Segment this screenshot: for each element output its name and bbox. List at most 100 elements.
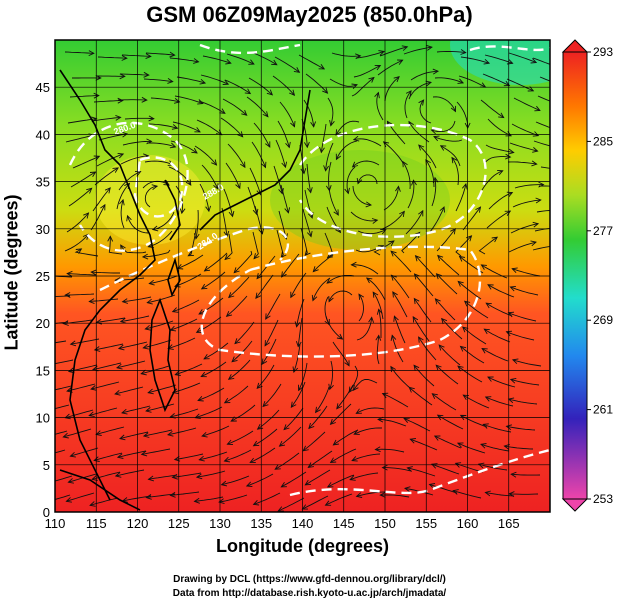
streamline	[511, 473, 541, 476]
coast-philippines	[149, 297, 176, 413]
streamline	[65, 293, 95, 296]
streamline	[484, 328, 511, 343]
streamline	[481, 170, 503, 191]
streamline-arrowhead	[381, 464, 388, 471]
streamline	[196, 470, 226, 478]
streamline-arrowhead	[120, 244, 126, 251]
streamline	[297, 317, 303, 347]
streamline-arrowhead	[285, 141, 291, 149]
streamline	[351, 453, 381, 462]
x-tick-label: 155	[415, 516, 437, 531]
streamline	[485, 396, 514, 407]
streamline	[275, 139, 286, 168]
streamline-arrowhead	[312, 266, 319, 273]
streamline	[195, 209, 199, 239]
y-tick-label: 30	[36, 222, 50, 237]
streamline-arrowhead	[148, 115, 155, 122]
streamline-arrowhead	[89, 171, 97, 177]
streamline-arrowhead	[457, 365, 464, 372]
streamline-arrowhead	[531, 160, 538, 167]
streamline-arrowhead	[379, 492, 386, 498]
streamline	[55, 321, 69, 324]
streamline-arrowhead	[169, 142, 177, 149]
coast-borneo	[59, 469, 141, 511]
streamline	[65, 134, 95, 143]
streamline-arrowhead	[198, 309, 205, 315]
streamline-arrowhead	[306, 231, 313, 238]
streamline	[331, 52, 361, 57]
streamline	[431, 120, 456, 133]
streamline-arrowhead	[315, 406, 321, 414]
streamline-arrowhead	[310, 121, 317, 128]
streamline	[224, 233, 233, 260]
streamline-arrowhead	[283, 424, 290, 431]
streamline-arrowhead	[353, 429, 360, 435]
temperature-contours	[68, 43, 550, 497]
streamline-arrowhead	[304, 479, 311, 486]
streamline-arrowhead	[91, 475, 98, 481]
streamline	[198, 100, 226, 114]
streamline	[462, 206, 481, 231]
streamline-arrowhead	[265, 313, 271, 320]
streamline	[440, 145, 461, 167]
streamline-arrowhead	[435, 364, 442, 371]
streamline	[281, 471, 307, 488]
streamline-arrowhead	[107, 235, 114, 242]
streamline	[354, 427, 383, 435]
streamline-arrowhead	[256, 273, 263, 280]
streamline-arrowhead	[194, 127, 201, 133]
streamline	[353, 138, 382, 147]
streamline	[170, 408, 199, 418]
streamline-arrowhead	[173, 98, 181, 104]
streamline	[351, 264, 379, 275]
streamline	[272, 75, 295, 96]
streamline-arrowhead	[64, 292, 71, 298]
y-axis-ticks: 0 5 10 15 20 25 30 35 40 45	[36, 80, 50, 520]
streamline	[66, 212, 89, 233]
streamline-arrowhead	[311, 294, 318, 302]
streamline-arrowhead	[93, 92, 100, 99]
streamline-arrowhead	[344, 360, 350, 367]
streamline	[148, 474, 178, 480]
streamline-arrowhead	[532, 147, 539, 153]
streamline-arrowhead	[483, 328, 490, 335]
y-tick-label: 20	[36, 316, 50, 331]
streamline-arrowhead	[197, 99, 204, 105]
streamline	[508, 241, 537, 253]
streamline	[537, 95, 550, 102]
streamline-arrowhead	[307, 462, 314, 468]
streamline	[55, 430, 68, 435]
streamline-arrowhead	[86, 187, 93, 194]
streamline-arrowhead	[198, 455, 205, 462]
streamline-arrowhead	[226, 439, 234, 446]
streamline-arrowhead	[329, 120, 335, 127]
streamline-arrowhead	[62, 320, 69, 326]
streamline-arrowhead	[352, 135, 360, 142]
coast-japan	[199, 89, 311, 231]
streamline-arrowhead	[231, 356, 238, 363]
streamline	[64, 234, 89, 252]
streamline	[167, 427, 197, 436]
streamline-arrowhead	[335, 129, 342, 136]
streamline-arrowhead	[264, 340, 270, 347]
streamline	[511, 123, 539, 137]
streamline-arrowhead	[69, 451, 76, 458]
streamline-arrowhead	[375, 334, 382, 341]
streamline	[356, 491, 386, 497]
streamline-arrowhead	[466, 235, 473, 242]
streamline-arrowhead	[426, 44, 433, 51]
streamline	[383, 141, 404, 164]
streamline-arrowhead	[228, 210, 235, 218]
streamline	[306, 163, 312, 193]
streamline	[436, 273, 458, 295]
streamline	[376, 92, 384, 121]
streamline	[234, 321, 255, 344]
streamline	[403, 46, 432, 55]
streamline	[144, 185, 158, 208]
streamline-arrowhead	[171, 307, 179, 313]
streamline	[172, 121, 201, 133]
streamline-arrowhead	[167, 78, 174, 84]
streamline	[330, 403, 352, 425]
streamline	[328, 290, 353, 302]
streamline-arrowhead	[323, 165, 329, 172]
